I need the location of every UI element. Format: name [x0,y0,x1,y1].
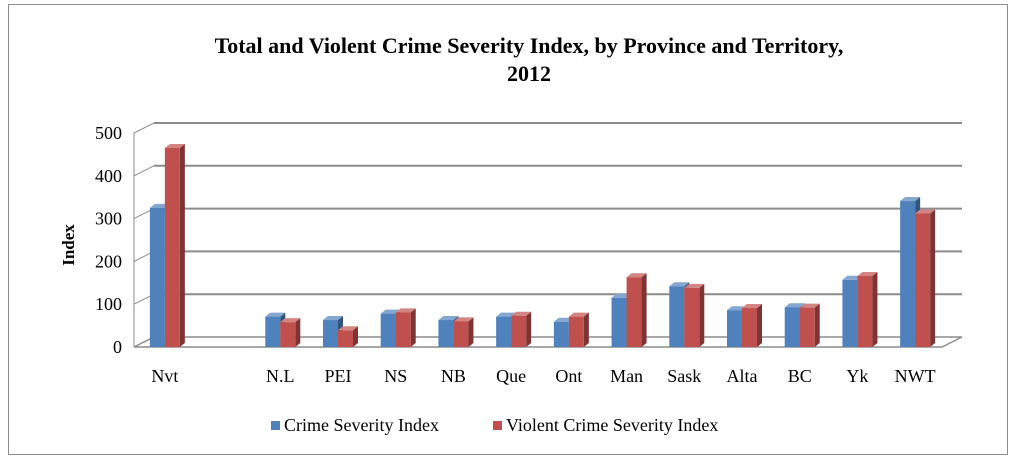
bar-violent-crime-severity [280,318,301,347]
chart-title-line-1: Total and Violent Crime Severity Index, … [215,33,844,58]
y-tick-label: 500 [95,123,122,143]
gridlines [133,122,963,348]
y-tick-label: 200 [95,251,122,271]
gridline-depth [133,165,155,177]
x-tick-label: NS [384,366,407,386]
chart-title-line-2: 2012 [507,61,551,86]
legend-label-crime-severity: Crime Severity Index [284,415,439,435]
bar-violent-crime-severity [164,143,185,347]
x-tick-label: Que [496,366,526,386]
bar-violent-crime-severity [626,273,647,347]
bar-violent-crime-severity [338,326,358,347]
chart-floor [133,336,963,348]
x-tick-label: Alta [727,366,758,386]
x-tick-label: Man [610,366,643,386]
x-tick-label: N.L [266,366,295,386]
y-axis-ticks: 0 100 200 300 400 500 [95,123,122,357]
bars [149,143,936,347]
bar-violent-crime-severity [395,308,416,347]
y-tick-label: 0 [113,337,122,357]
y-axis-title: Index [59,224,78,266]
x-tick-label: NWT [895,366,936,386]
legend-swatch-crime-severity [271,421,280,430]
x-tick-label: Sask [667,366,701,386]
legend: Crime Severity Index Violent Crime Sever… [271,415,718,435]
bar-violent-crime-severity [915,209,936,347]
bar-violent-crime-severity [742,304,762,347]
bar-violent-crime-severity [799,303,820,347]
bar-violent-crime-severity [511,311,532,347]
bar-violent-crime-severity [568,312,589,347]
x-axis-ticks: Nvt N.L PEI NS NB Que Ont Man Sask Alta BC Yk NWT [151,366,935,386]
x-tick-label: NB [441,366,466,386]
bar-violent-crime-severity [453,317,474,347]
x-tick-label: Ont [555,366,582,386]
x-tick-label: Yk [846,366,868,386]
x-tick-label: PEI [325,366,352,386]
bar-violent-crime-severity [684,283,705,347]
x-tick-label: Nvt [151,366,178,386]
y-tick-label: 400 [95,166,122,186]
y-tick-label: 100 [95,294,122,314]
y-tick-label: 300 [95,209,122,229]
bar-violent-crime-severity [857,271,878,347]
legend-label-violent-crime-severity: Violent Crime Severity Index [506,415,718,435]
gridline-depth [133,122,155,134]
x-tick-label: BC [788,366,812,386]
legend-swatch-violent-crime-severity [493,421,502,430]
